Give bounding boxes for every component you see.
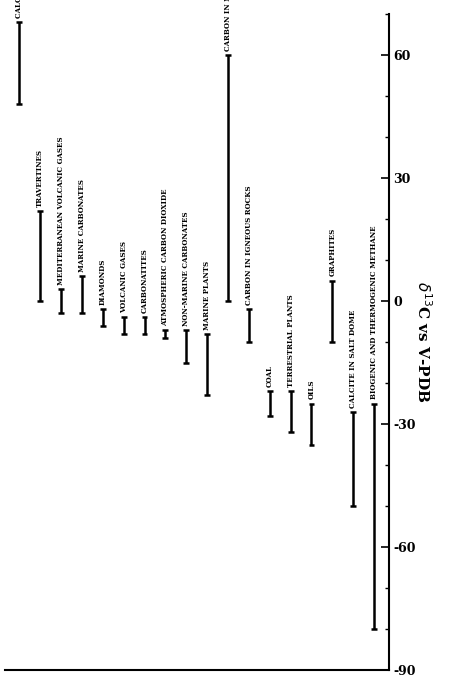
Text: GRAPHITES: GRAPHITES bbox=[328, 228, 337, 276]
Text: MEDITERRANEAN VOLCANIC GASES: MEDITERRANEAN VOLCANIC GASES bbox=[57, 136, 65, 285]
Text: VOLCANIC GASES: VOLCANIC GASES bbox=[119, 242, 128, 313]
Text: TERRESTRIAL PLANTS: TERRESTRIAL PLANTS bbox=[287, 295, 295, 387]
Text: DIAMONDS: DIAMONDS bbox=[99, 259, 107, 305]
Text: CARBONATITES: CARBONATITES bbox=[141, 248, 148, 313]
Text: CALCITE IN CARBONACEOUS CHONDRITE: CALCITE IN CARBONACEOUS CHONDRITE bbox=[15, 0, 23, 18]
Text: OILS: OILS bbox=[308, 380, 316, 399]
Text: BIOGENIC AND THERMOGENIC METHANE: BIOGENIC AND THERMOGENIC METHANE bbox=[370, 226, 378, 399]
Text: MARINE CARBONATES: MARINE CARBONATES bbox=[78, 179, 86, 272]
Text: ATMOSPHERIC CARBON DIOXIDE: ATMOSPHERIC CARBON DIOXIDE bbox=[162, 188, 169, 325]
Text: CALCITE IN SALT DOME: CALCITE IN SALT DOME bbox=[349, 309, 357, 408]
Text: NON-MARINE CARBONATES: NON-MARINE CARBONATES bbox=[182, 211, 190, 325]
Text: COAL: COAL bbox=[266, 365, 274, 387]
Text: TRAVERTINES: TRAVERTINES bbox=[36, 149, 44, 207]
Y-axis label: $\delta^{13}$C vs V-PDB: $\delta^{13}$C vs V-PDB bbox=[414, 281, 433, 403]
Text: CARBON IN NON-CARBONACEOUS METEORITES: CARBON IN NON-CARBONACEOUS METEORITES bbox=[224, 0, 232, 51]
Text: CARBON IN IGNEOUS ROCKS: CARBON IN IGNEOUS ROCKS bbox=[245, 186, 253, 305]
Text: MARINE PLANTS: MARINE PLANTS bbox=[203, 260, 211, 329]
